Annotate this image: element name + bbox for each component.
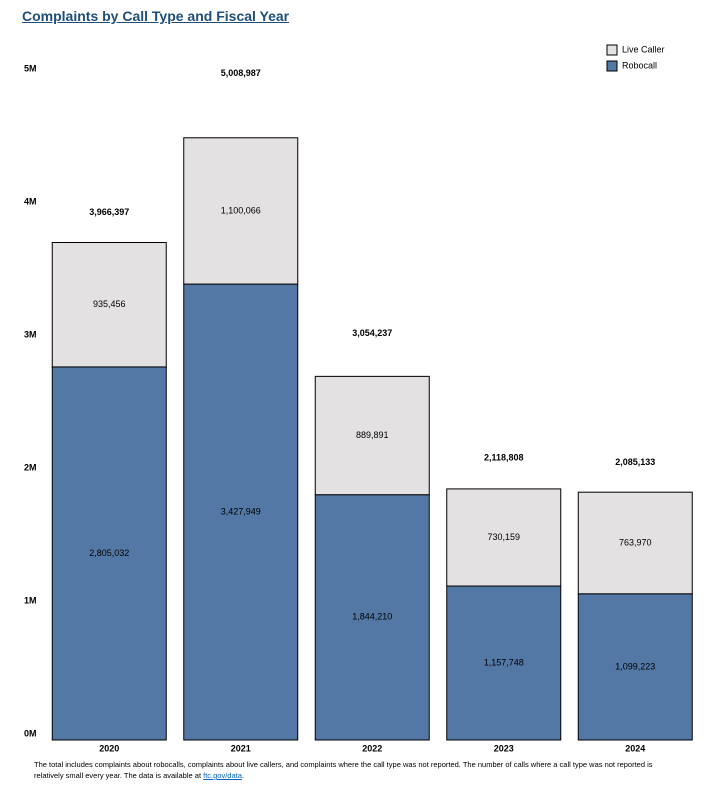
total-label: 3,966,397 [89,207,129,217]
segment-label: 935,456 [93,299,126,309]
footnote-end: . [241,771,244,780]
bar-segment [183,137,299,285]
legend-swatch [606,44,618,56]
bar-segment [51,366,167,741]
segment-label: 730,159 [487,532,520,542]
bar-segment [446,488,562,587]
footnote-link[interactable]: ftc.gov/data [203,771,242,780]
segment-label: 1,099,223 [615,661,655,671]
y-tick-label: 4M [24,196,37,206]
bar-segment [183,283,299,741]
chart: 0M 1M 2M 3M 4M 5M 2020 2,805,032 935,456 3,966,39… [24,44,693,753]
segment-label: 1,157,748 [484,657,524,667]
total-label: 2,085,133 [615,457,655,467]
bar-segment [314,375,430,496]
total-label: 3,054,237 [352,328,392,338]
legend-swatch [606,60,618,72]
bar-segment [51,242,167,368]
bar-segment [577,491,693,595]
footnote: The total includes complaints about robo… [34,759,684,781]
y-tick-label: 0M [24,728,37,738]
y-tick-label: 2M [24,462,37,472]
y-tick-label: 3M [24,329,37,339]
segment-label: 2,805,032 [89,548,129,558]
segment-label: 1,100,066 [221,205,261,215]
x-tick-label: 2021 [231,743,251,753]
x-tick-label: 2022 [362,743,382,753]
x-tick-label: 2020 [99,743,119,753]
chart-title: Complaints by Call Type and Fiscal Year [22,8,290,24]
legend-label: Robocall [622,60,657,70]
y-tick-label: 5M [24,63,37,73]
y-tick-label: 1M [24,595,37,605]
x-tick-label: 2024 [625,743,645,753]
bar-segment [577,593,693,741]
segment-label: 1,844,210 [352,612,392,622]
total-label: 5,008,987 [221,68,261,78]
x-tick-label: 2023 [494,743,514,753]
segment-label: 889,891 [356,430,389,440]
total-label: 2,118,808 [484,453,524,463]
segment-label: 763,970 [619,537,652,547]
bar-segment [446,585,562,741]
segment-label: 3,427,949 [221,506,261,516]
footnote-text: The total includes complaints about robo… [34,760,653,780]
legend-label: Live Caller [622,44,665,54]
